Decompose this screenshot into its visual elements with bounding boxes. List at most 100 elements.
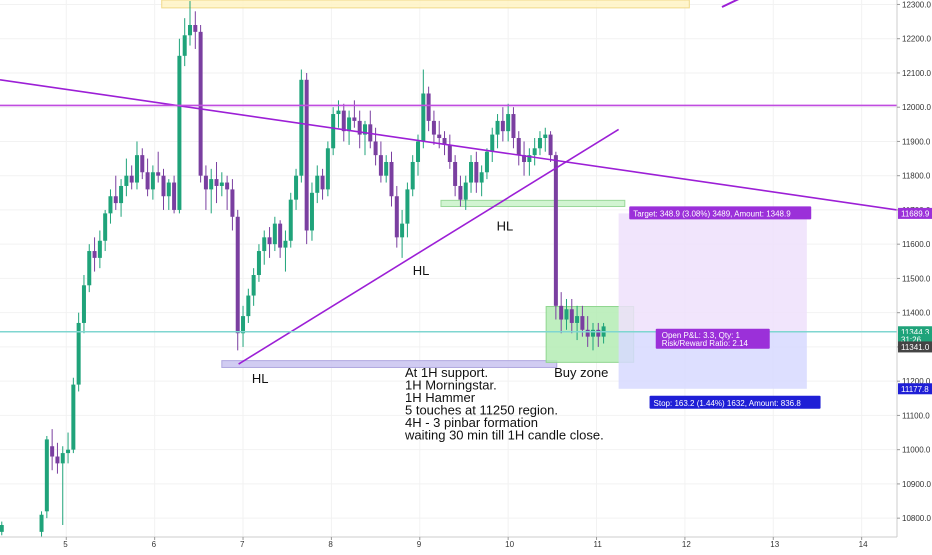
- candle-body: [325, 148, 330, 190]
- candle-body: [532, 148, 537, 156]
- analysis-note-line: 5 touches at 11250 region.: [405, 403, 558, 418]
- candle-body: [108, 196, 113, 214]
- candle-body: [410, 161, 415, 190]
- candle-body: [590, 329, 595, 337]
- candle-body: [320, 175, 325, 190]
- candle-body: [214, 179, 219, 186]
- price-tag-label: 11344.3: [901, 328, 930, 337]
- candle-body: [463, 182, 468, 200]
- candle-body: [522, 155, 527, 162]
- candle-body: [336, 110, 341, 115]
- price-tick-label: 11100.0: [902, 411, 930, 420]
- candle-body: [500, 120, 505, 132]
- candle-body: [256, 251, 261, 276]
- candle-body: [278, 223, 283, 248]
- analysis-note-line: waiting 30 min till 1H candle close.: [404, 428, 604, 443]
- candle-body: [294, 175, 299, 200]
- candle-body: [575, 316, 580, 323]
- candle-body: [431, 120, 436, 135]
- candle-body: [203, 175, 208, 190]
- candle-body: [585, 329, 590, 337]
- candle-body: [490, 134, 495, 152]
- candle-body: [97, 240, 102, 258]
- candle-body: [267, 237, 272, 245]
- candle-body: [426, 93, 431, 121]
- candle-body: [0, 525, 4, 532]
- candle-body: [474, 161, 479, 183]
- candle-body: [341, 110, 346, 132]
- price-tag-label: 11177.8: [901, 385, 929, 394]
- price-tick-label: 12000.0: [902, 103, 931, 112]
- candle-body: [119, 185, 124, 204]
- candle-body: [405, 189, 410, 224]
- candle-body: [55, 456, 60, 464]
- price-tag: [898, 341, 932, 353]
- time-tick-label: 14: [859, 540, 868, 549]
- price-tick-label: 12300.0: [902, 0, 931, 9]
- candle-body: [511, 114, 516, 139]
- candle-body: [458, 185, 463, 200]
- candle-body: [166, 182, 171, 197]
- candle-body: [352, 117, 357, 121]
- candle-body: [315, 175, 320, 193]
- candle-body: [495, 120, 500, 135]
- candle-body: [172, 182, 177, 210]
- hl-zone: [440, 199, 626, 208]
- candle-body: [362, 124, 367, 135]
- analysis-note-line: 4H - 3 pinbar formation: [405, 415, 538, 430]
- time-tick-label: 11: [594, 540, 603, 549]
- price-tag-label: 11341.0: [901, 343, 930, 352]
- candle-body: [66, 449, 71, 454]
- ascending-trendline: [238, 128, 620, 365]
- candle-body: [309, 192, 314, 231]
- price-tag: [898, 333, 932, 345]
- candle-body: [246, 295, 251, 317]
- candle-body: [71, 384, 76, 450]
- candle-body: [378, 155, 383, 176]
- candle-body: [543, 134, 548, 139]
- support-zone: [221, 360, 558, 368]
- arrow-icon: [721, 0, 739, 8]
- candle-body: [44, 439, 49, 512]
- candle-body: [421, 93, 426, 142]
- price-tick-label: 11800.0: [902, 172, 931, 181]
- candle-body: [235, 216, 240, 334]
- candle-body: [230, 189, 235, 217]
- candle-body: [400, 223, 405, 238]
- candle-body: [553, 155, 558, 306]
- candle-body: [564, 309, 569, 320]
- candle-body: [161, 175, 166, 197]
- candle-body: [182, 35, 187, 56]
- candle-body: [177, 55, 182, 210]
- time-tick-label: 12: [682, 540, 691, 549]
- candle-body: [580, 316, 585, 330]
- candle-body: [331, 114, 336, 149]
- candle-body: [283, 240, 288, 248]
- target-badge: [629, 206, 812, 220]
- candle-body: [76, 322, 81, 385]
- time-tick-label: 10: [505, 540, 514, 549]
- analysis-note-line: 1H Hammer: [405, 390, 476, 405]
- candle-body: [193, 25, 198, 32]
- candle-body: [304, 79, 309, 231]
- candle-body: [129, 175, 134, 183]
- candle-body: [394, 196, 399, 238]
- price-tag: [898, 326, 932, 338]
- price-tick-label: 11000.0: [902, 446, 931, 455]
- analysis-note-line: 1H Morningstar.: [405, 378, 497, 393]
- stop-badge: [649, 395, 821, 409]
- candle-body: [373, 141, 378, 156]
- risk-reward-text: Risk/Reward Ratio: 2.14: [662, 339, 749, 348]
- candle-body: [113, 196, 118, 204]
- price-tag-label: 31:26: [901, 335, 922, 344]
- price-tick-label: 11500.0: [902, 274, 931, 283]
- candle-body: [251, 275, 256, 296]
- candle-body: [559, 305, 564, 320]
- labels-layer: HL HL HL Buy zone Target: 348.9 (3.08%) 3489…: [252, 206, 821, 443]
- candle-body: [134, 155, 139, 183]
- candle-body: [469, 161, 474, 183]
- candle-body: [241, 316, 246, 334]
- candle-body: [87, 251, 92, 286]
